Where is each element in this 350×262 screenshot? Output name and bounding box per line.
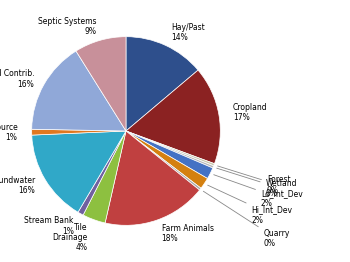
Text: Farm Animals
18%: Farm Animals 18% [162,224,214,243]
Wedge shape [126,131,213,178]
Wedge shape [32,131,126,212]
Wedge shape [76,37,126,131]
Text: Forest
0%: Forest 0% [218,166,290,195]
Text: Hi_Int_Dev
2%: Hi_Int_Dev 2% [208,185,292,225]
Wedge shape [126,131,201,190]
Text: Hay/Past
14%: Hay/Past 14% [172,23,205,42]
Wedge shape [126,131,208,188]
Wedge shape [105,131,200,225]
Text: Wetland
0%: Wetland 0% [217,168,297,198]
Text: Groundwater
16%: Groundwater 16% [0,176,35,195]
Text: Upper/Mid Contrib.
16%: Upper/Mid Contrib. 16% [0,69,34,89]
Text: Cropland
17%: Cropland 17% [233,102,267,122]
Wedge shape [78,131,126,215]
Text: Tile
Drainage
4%: Tile Drainage 4% [52,222,88,252]
Text: Stream Bank
1%: Stream Bank 1% [25,216,74,236]
Text: Point Source
1%: Point Source 1% [0,123,18,142]
Wedge shape [83,131,126,223]
Wedge shape [32,129,126,135]
Wedge shape [126,131,215,166]
Wedge shape [32,51,126,131]
Wedge shape [126,131,214,168]
Wedge shape [126,70,220,164]
Text: Lo_Int_Dev
2%: Lo_Int_Dev 2% [214,175,303,209]
Text: Quarry
0%: Quarry 0% [203,191,290,248]
Text: Septic Systems
9%: Septic Systems 9% [37,17,96,36]
Wedge shape [126,37,198,131]
